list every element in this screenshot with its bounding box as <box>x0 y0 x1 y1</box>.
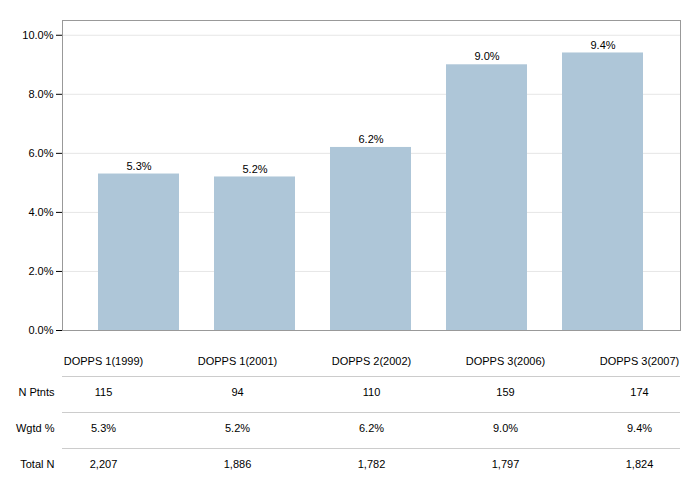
svg-text:2.0%: 2.0% <box>28 265 53 277</box>
svg-text:DOPPS 1(2001): DOPPS 1(2001) <box>198 355 277 367</box>
svg-text:6.2%: 6.2% <box>358 133 383 145</box>
svg-text:174: 174 <box>630 386 648 398</box>
svg-text:1,824: 1,824 <box>626 458 654 470</box>
svg-text:2,207: 2,207 <box>90 458 118 470</box>
svg-text:DOPPS 3(2007): DOPPS 3(2007) <box>600 355 679 367</box>
svg-text:DOPPS 1(1999): DOPPS 1(1999) <box>64 355 143 367</box>
svg-text:1,797: 1,797 <box>492 458 520 470</box>
svg-text:5.2%: 5.2% <box>242 162 267 174</box>
svg-text:6.2%: 6.2% <box>359 422 384 434</box>
svg-text:9.0%: 9.0% <box>474 50 499 62</box>
svg-text:Total N: Total N <box>20 458 54 470</box>
svg-text:N Ptnts: N Ptnts <box>18 386 55 398</box>
svg-text:159: 159 <box>496 386 514 398</box>
svg-text:0.0%: 0.0% <box>28 324 53 336</box>
svg-text:5.3%: 5.3% <box>91 422 116 434</box>
svg-text:4.0%: 4.0% <box>28 206 53 218</box>
svg-text:9.4%: 9.4% <box>627 422 652 434</box>
svg-text:9.4%: 9.4% <box>590 38 615 50</box>
svg-text:8.0%: 8.0% <box>28 88 53 100</box>
svg-text:94: 94 <box>231 386 243 398</box>
svg-text:1,782: 1,782 <box>358 458 386 470</box>
svg-text:DOPPS 3(2006): DOPPS 3(2006) <box>466 355 545 367</box>
svg-text:5.3%: 5.3% <box>126 160 151 172</box>
svg-text:110: 110 <box>363 386 381 398</box>
svg-text:6.0%: 6.0% <box>28 147 53 159</box>
svg-text:DOPPS 2(2002): DOPPS 2(2002) <box>332 355 411 367</box>
svg-text:9.0%: 9.0% <box>493 422 518 434</box>
svg-text:10.0%: 10.0% <box>22 29 53 41</box>
svg-text:5.2%: 5.2% <box>225 422 250 434</box>
svg-text:Wgtd %: Wgtd % <box>16 422 55 434</box>
svg-text:1,886: 1,886 <box>224 458 252 470</box>
svg-text:115: 115 <box>95 386 113 398</box>
